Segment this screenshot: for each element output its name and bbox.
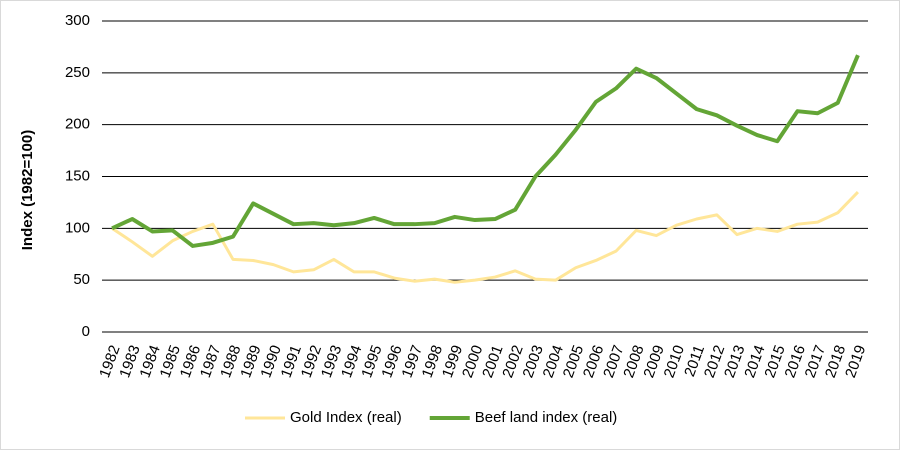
y-tick-label: 0: [82, 323, 90, 340]
data-line: [111, 191, 859, 284]
y-tick-label: 150: [65, 167, 90, 184]
y-tick-label: 200: [65, 116, 90, 133]
legend-label: Gold Index (real): [290, 409, 402, 426]
y-tick-label: 250: [65, 64, 90, 81]
y-tick-label: 50: [73, 271, 90, 288]
y-tick-label: 100: [65, 219, 90, 236]
legend-label: Beef land index (real): [475, 409, 618, 426]
y-tick-label: 300: [65, 12, 90, 29]
y-axis-label: Index (1982=100): [19, 130, 36, 251]
data-line: [111, 54, 860, 248]
